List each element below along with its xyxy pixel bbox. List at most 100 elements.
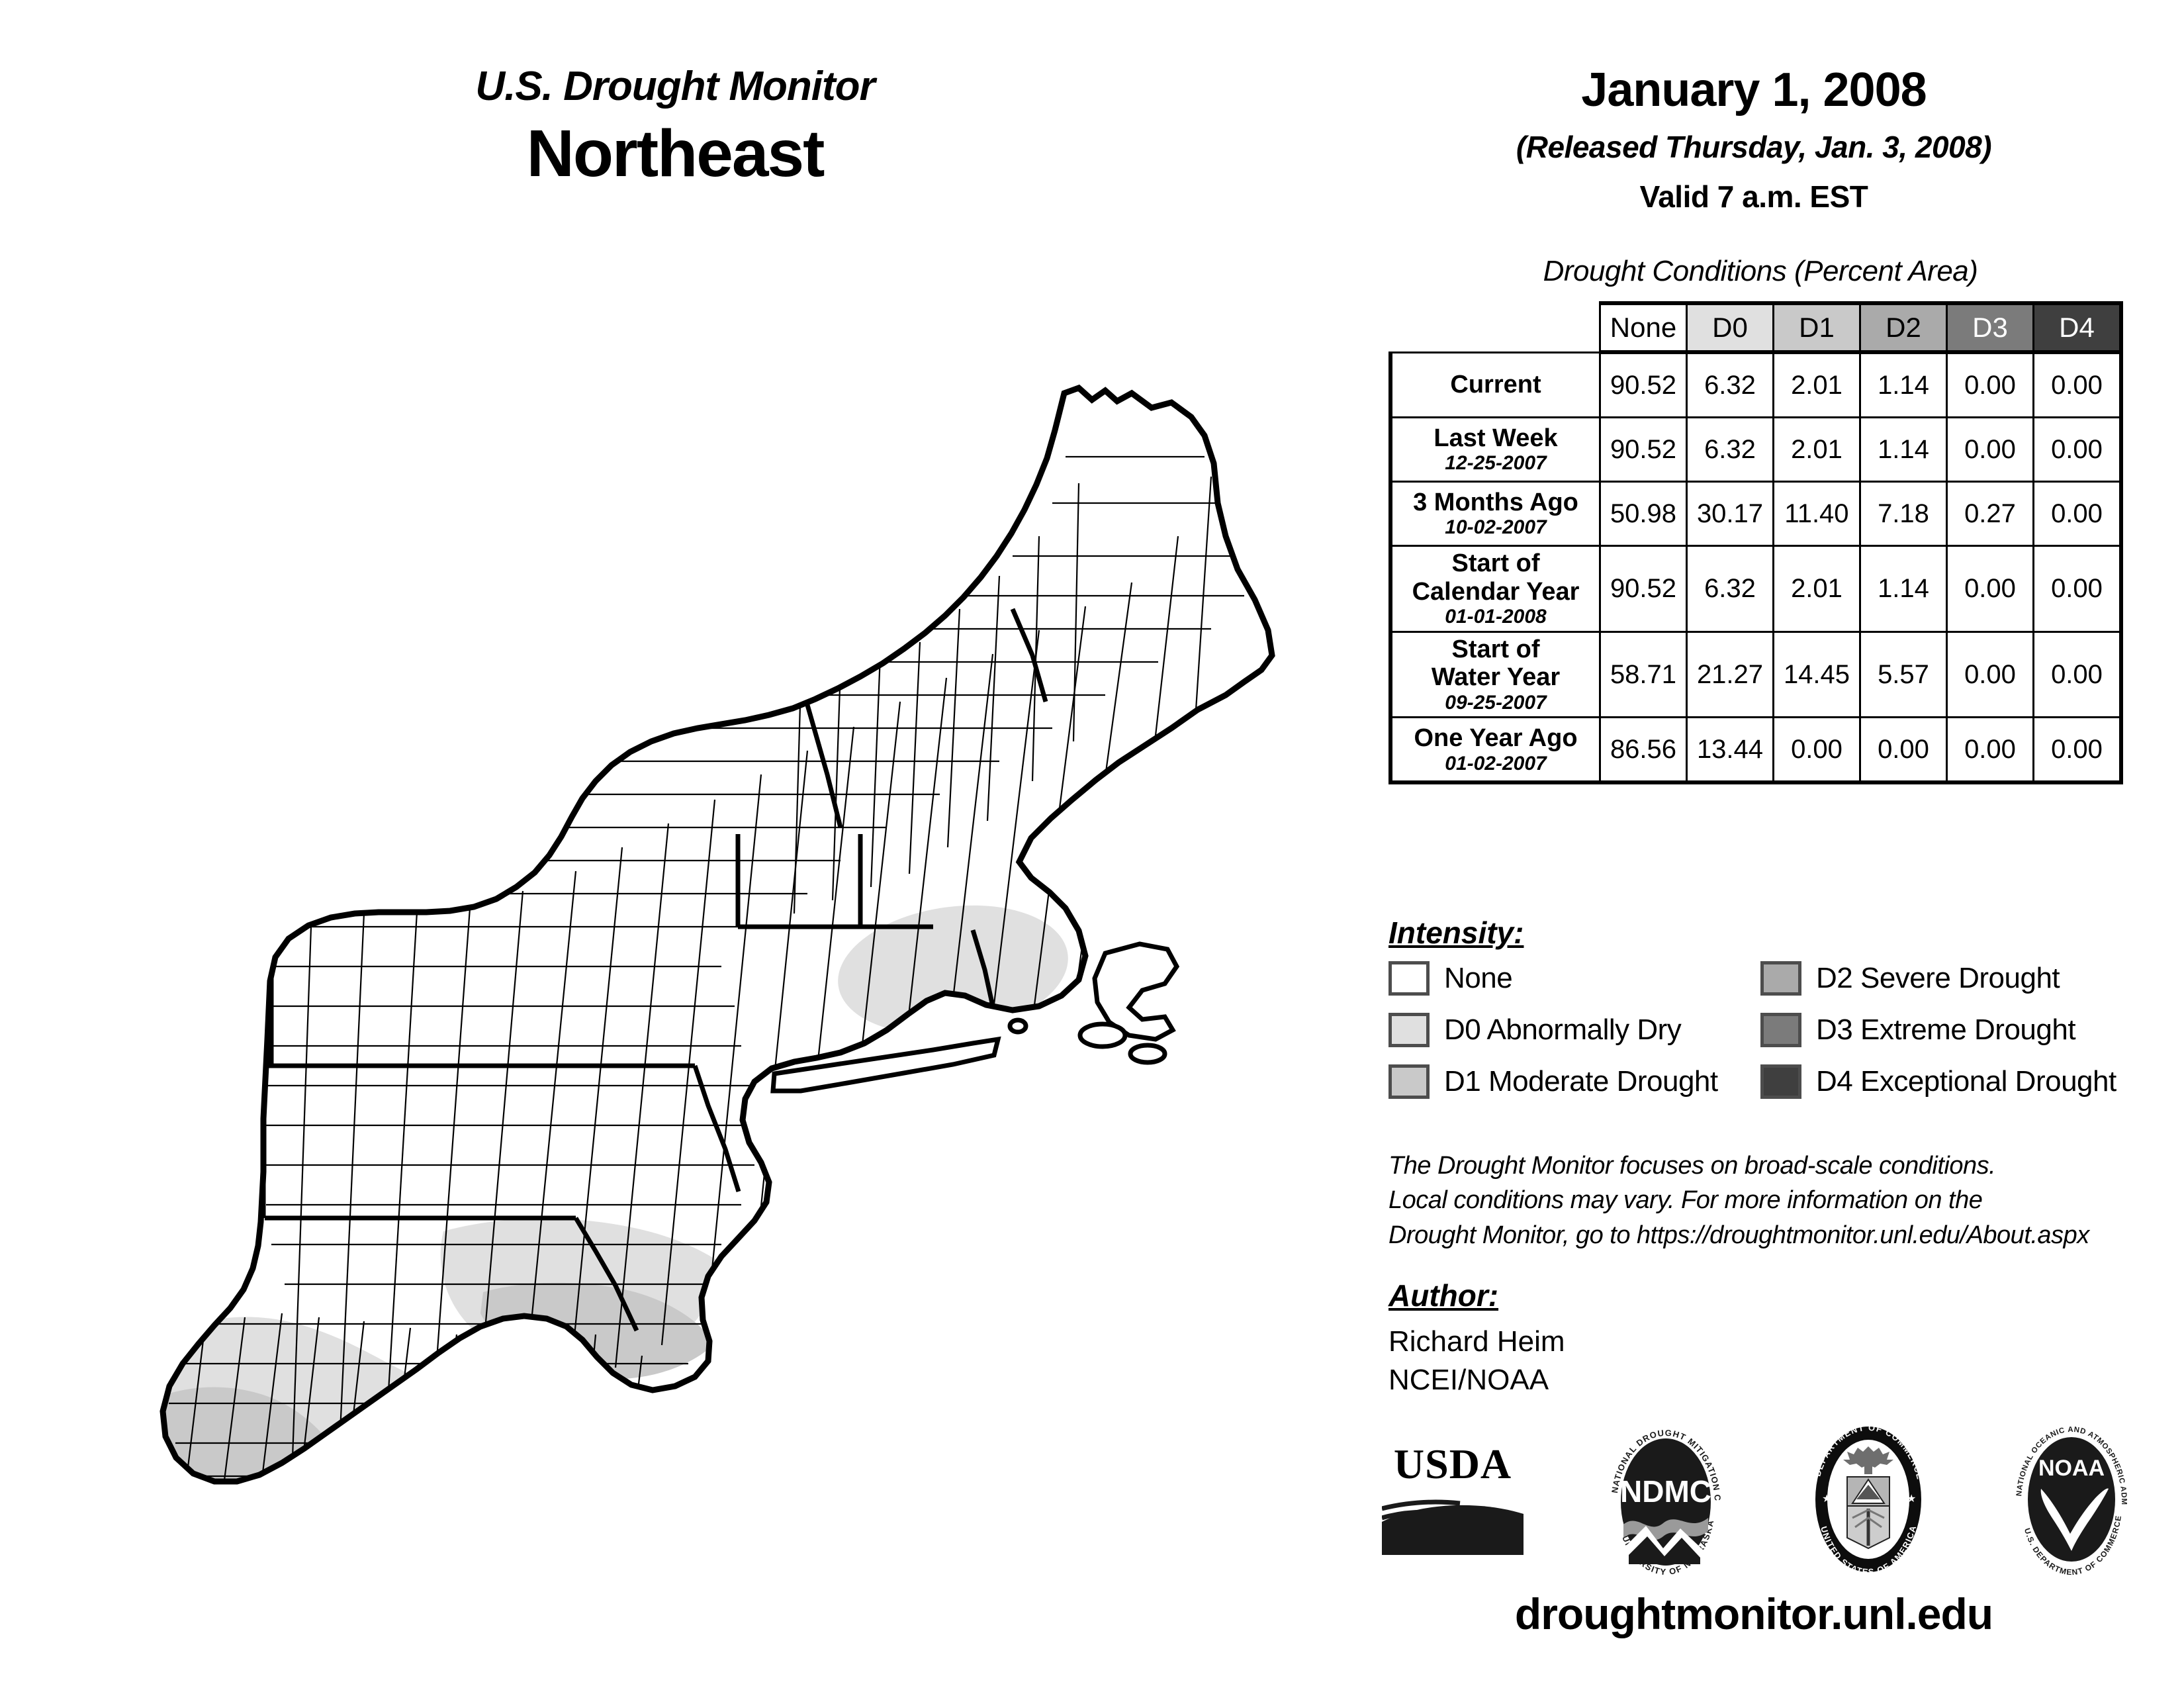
usda-field-mark — [1382, 1491, 1524, 1555]
row-label-main: Current — [1450, 370, 1541, 399]
cell-d4: 0.00 — [2032, 630, 2123, 719]
legend-item-d2[interactable]: D2 Severe Drought — [1760, 961, 2060, 996]
cell-none: 90.52 — [1599, 416, 1688, 483]
row-label-main: 3 Months Ago — [1413, 488, 1578, 516]
author-name: Richard Heim NCEI/NOAA — [1388, 1325, 1565, 1397]
cell-d3: 0.00 — [1946, 351, 2034, 418]
cell-d0: 13.44 — [1686, 716, 1774, 785]
cell-d1: 11.40 — [1772, 481, 1861, 547]
ndmc-logo-text: NDMC — [1620, 1474, 1711, 1509]
table-row: One Year Ago 01-02-2007 86.56 13.44 0.00 0.00… — [1388, 716, 2123, 785]
northeast-drought-map[interactable] — [73, 371, 1330, 1509]
row-label: Start of Calendar Year 01-01-2008 — [1388, 545, 1601, 633]
legend-swatch — [1760, 961, 1801, 996]
table-row: Current 90.52 6.32 2.01 1.14 0.00 0.00 — [1388, 351, 2123, 418]
row-label-main: Start of Calendar Year — [1412, 549, 1580, 606]
doc-seal-logo[interactable]: DEPARTMENT OF COMMERCE UNITED STATES OF … — [1802, 1419, 1934, 1581]
legend-label: D2 Severe Drought — [1816, 962, 2060, 994]
map-state-fills — [163, 388, 1272, 1481]
cell-d0: 21.27 — [1686, 630, 1774, 719]
column-header-d2: D2 — [1859, 301, 1948, 354]
cell-d0: 6.32 — [1686, 545, 1774, 633]
cell-d1: 14.45 — [1772, 630, 1861, 719]
drought-conditions-table: None D0 D1 D2 D3 D4 Current 90.52 6.32 2.01 1.14 0.… — [1388, 301, 2123, 785]
footer-url[interactable]: droughtmonitor.unl.edu — [1514, 1589, 1993, 1638]
noaa-seabird — [2040, 1488, 2109, 1551]
valid-date: January 1, 2008 — [1581, 64, 1927, 117]
intensity-label: Intensity: — [1388, 915, 1524, 950]
legend-swatch — [1388, 1064, 1430, 1099]
table-header-row: None D0 D1 D2 D3 D4 — [1390, 301, 2123, 354]
cell-d2: 1.14 — [1859, 351, 1948, 418]
cell-d0: 6.32 — [1686, 416, 1774, 483]
drought-area-d0-ct-ri — [838, 905, 1068, 1035]
legend-swatch — [1388, 961, 1430, 996]
row-label-date: 01-01-2008 — [1445, 606, 1547, 628]
noaa-logo-text: NOAA — [2038, 1456, 2105, 1481]
row-label: One Year Ago 01-02-2007 — [1388, 716, 1601, 785]
legend-item-none[interactable]: None — [1388, 961, 1513, 996]
cell-d0: 6.32 — [1686, 351, 1774, 418]
cell-d4: 0.00 — [2032, 545, 2123, 633]
row-label-main: One Year Ago — [1414, 724, 1578, 753]
row-label-date: 12-25-2007 — [1445, 452, 1547, 475]
nantucket — [1128, 1043, 1167, 1065]
noaa-logo[interactable]: NATIONAL OCEANIC AND ATMOSPHERIC ADMINIS… — [2002, 1413, 2138, 1581]
table-row: Start of Calendar Year 01-01-2008 90.52 6.3… — [1388, 545, 2123, 633]
cell-d3: 0.27 — [1946, 481, 2034, 547]
column-header-d3: D3 — [1946, 301, 2034, 354]
legend-item-d3[interactable]: D3 Extreme Drought — [1760, 1013, 2076, 1047]
cell-d3: 0.00 — [1946, 416, 2034, 483]
row-label-main: Start of Water Year — [1431, 635, 1561, 692]
column-header-d1: D1 — [1772, 301, 1861, 354]
disclaimer-text: The Drought Monitor focuses on broad-sca… — [1388, 1152, 2089, 1249]
row-label-date: 10-02-2007 — [1445, 516, 1547, 539]
column-header-d0: D0 — [1686, 301, 1774, 354]
cell-none: 58.71 — [1599, 630, 1688, 719]
legend-item-d0[interactable]: D0 Abnormally Dry — [1388, 1013, 1682, 1047]
legend-label: D1 Moderate Drought — [1444, 1065, 1718, 1098]
legend-swatch — [1760, 1064, 1801, 1099]
cell-d2: 1.14 — [1859, 416, 1948, 483]
legend-swatch — [1760, 1013, 1801, 1047]
legend-label: D0 Abnormally Dry — [1444, 1013, 1682, 1046]
table-row: Start of Water Year 09-25-2007 58.71 21.27 1… — [1388, 630, 2123, 719]
map-svg — [73, 371, 1330, 1509]
legend-label: None — [1444, 962, 1513, 994]
cell-none: 50.98 — [1599, 481, 1688, 547]
usda-logo[interactable]: USDA — [1377, 1440, 1529, 1559]
valid-time: Valid 7 a.m. EST — [1639, 179, 1868, 214]
marthas-vineyard — [1077, 1021, 1128, 1049]
column-header-none: None — [1599, 301, 1688, 354]
row-label-main: Last Week — [1433, 424, 1558, 452]
legend-item-d4[interactable]: D4 Exceptional Drought — [1760, 1064, 2116, 1099]
ndmc-logo[interactable]: NATIONAL DROUGHT MITIGATION CENTER UNIVE… — [1596, 1411, 1732, 1581]
cell-none: 90.52 — [1599, 351, 1688, 418]
author-label: Author: — [1388, 1278, 1499, 1313]
region-title: Northeast — [526, 117, 825, 191]
product-title: U.S. Drought Monitor — [475, 64, 875, 109]
cell-none: 86.56 — [1599, 716, 1688, 785]
table-caption: Drought Conditions (Percent Area) — [1543, 255, 1978, 287]
row-label-date: 09-25-2007 — [1445, 691, 1547, 714]
release-date: (Released Thursday, Jan. 3, 2008) — [1516, 130, 1992, 164]
cell-d2: 7.18 — [1859, 481, 1948, 547]
doc-eagle — [1843, 1446, 1894, 1474]
cell-none: 90.52 — [1599, 545, 1688, 633]
cell-d3: 0.00 — [1946, 545, 2034, 633]
cell-d4: 0.00 — [2032, 716, 2123, 785]
legend-swatch — [1388, 1013, 1430, 1047]
legend-label: D4 Exceptional Drought — [1816, 1065, 2116, 1098]
doc-ship-shield — [1846, 1476, 1891, 1549]
map-county-boundaries — [165, 455, 1244, 1481]
doc-star-left: ★ — [1822, 1493, 1831, 1505]
cell-d4: 0.00 — [2032, 416, 2123, 483]
cell-d4: 0.00 — [2032, 351, 2123, 418]
legend-label: D3 Extreme Drought — [1816, 1013, 2076, 1046]
row-label: 3 Months Ago 10-02-2007 — [1388, 481, 1601, 547]
legend-item-d1[interactable]: D1 Moderate Drought — [1388, 1064, 1718, 1099]
table-row: 3 Months Ago 10-02-2007 50.98 30.17 11.40 7.1… — [1388, 481, 2123, 547]
row-label-date: 01-02-2007 — [1445, 752, 1547, 774]
doc-star-right: ★ — [1907, 1493, 1916, 1505]
cell-d1: 2.01 — [1772, 416, 1861, 483]
